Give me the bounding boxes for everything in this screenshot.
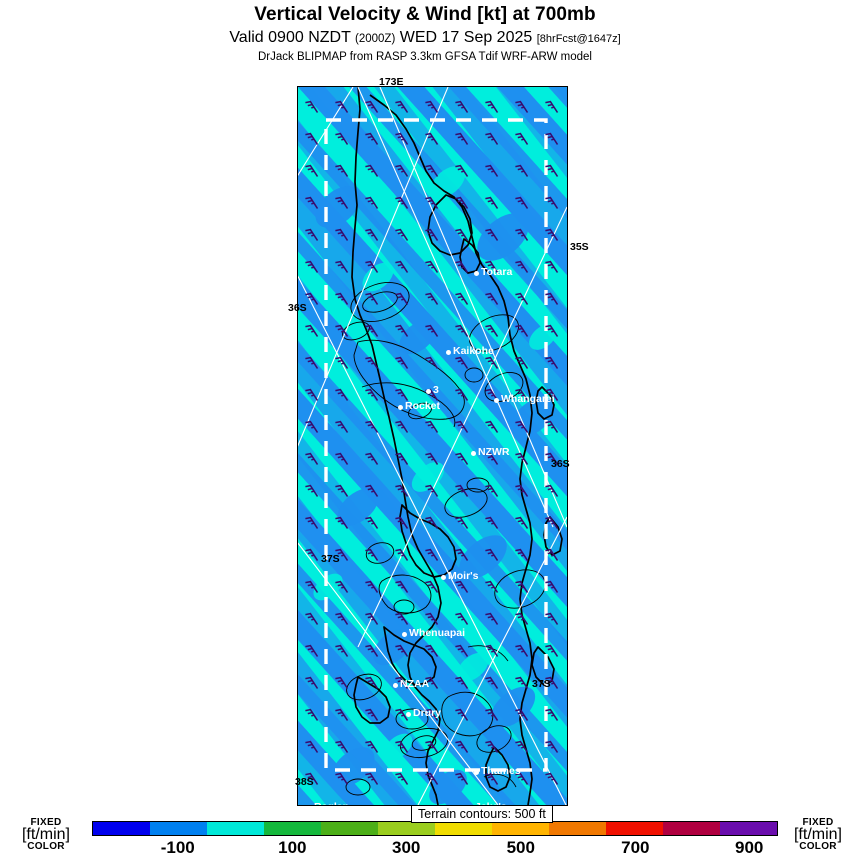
geo-label-36s-west: 36S: [288, 302, 307, 314]
valid-z: (2000Z): [355, 32, 396, 45]
colorbar-tick-300: 300: [392, 838, 421, 857]
color-text-right: COLOR: [799, 841, 837, 852]
colorbar-tick-100: 100: [278, 838, 307, 857]
terrain-contour-note: Terrain contours: 500 ft: [411, 805, 553, 823]
colorbar-segment-4: [321, 822, 378, 835]
colorbar-segment-10: [663, 822, 720, 835]
station-dot: [471, 451, 476, 456]
colorbar-tick-labels: -100 100 300 500 700 900: [92, 838, 778, 860]
coastline: [351, 87, 563, 805]
colorbar-segment-6: [435, 822, 492, 835]
geo-label-37s-east: 37S: [532, 678, 551, 690]
valid-prefix: Valid 0900 NZDT: [229, 28, 351, 46]
fixed-text-right: FIXED: [802, 817, 834, 828]
geo-label-173e: 173E: [379, 76, 404, 88]
station-dot: [406, 712, 411, 717]
unit-text-right: [ft/min]: [793, 826, 842, 843]
station-dot: [441, 575, 446, 580]
colorbar-segment-5: [378, 822, 435, 835]
station-dot: [474, 271, 479, 276]
page-title: Vertical Velocity & Wind [kt] at 700mb: [254, 4, 596, 25]
model-line: DrJack BLIPMAP from RASP 3.3km GFSA Tdif…: [257, 50, 592, 63]
color-text-left: COLOR: [27, 841, 65, 852]
colorbar-tick-500: 500: [506, 838, 535, 857]
colorbar-segment-3: [264, 822, 321, 835]
weather-map[interactable]: Totara Kaikohe 3 Rocket Whangarei NZWR M…: [297, 86, 568, 806]
colorbar-tick--100: -100: [160, 838, 195, 857]
colorbar-segment-9: [606, 822, 663, 835]
station-dot: [494, 398, 499, 403]
units-label-left: FIXED [ft/min] COLOR: [8, 818, 84, 852]
forecast-bracket: [8hrFcst@1647z]: [536, 32, 621, 45]
station-dot: [402, 632, 407, 637]
station-dot: [426, 389, 431, 394]
colorbar-segment-2: [207, 822, 264, 835]
colorbar-legend: -100 100 300 500 700 900: [0, 818, 850, 860]
domain-boundary-box: [324, 118, 548, 772]
station-dot: [398, 405, 403, 410]
colorbar-segment-11: [720, 822, 777, 835]
colorbar-tick-700: 700: [621, 838, 650, 857]
map-canvas: [298, 87, 567, 805]
station-dot: [474, 770, 479, 775]
fixed-text-left: FIXED: [30, 817, 62, 828]
colorbar-tick-900: 900: [735, 838, 764, 857]
geo-label-36s-east: 36S: [551, 458, 570, 470]
station-dot: [393, 683, 398, 688]
geo-label-35s: 35S: [570, 241, 589, 253]
colorbar-segment-1: [150, 822, 207, 835]
terrain-contours: [342, 282, 546, 796]
valid-date: WED 17 Sep 2025: [399, 28, 533, 46]
colorbar-segment-8: [549, 822, 606, 835]
title-block: Vertical Velocity & Wind [kt] at 700mb V…: [0, 0, 850, 63]
units-label-right: FIXED [ft/min] COLOR: [780, 818, 850, 852]
colorbar-strip[interactable]: [92, 821, 778, 836]
valid-time-line: Valid 0900 NZDT (2000Z) WED 17 Sep 2025 …: [0, 28, 850, 49]
colorbar-segment-7: [492, 822, 549, 835]
station-dot: [446, 350, 451, 355]
geo-label-38s: 38S: [295, 776, 314, 788]
geo-label-37s-west: 37S: [321, 553, 340, 565]
colorbar-segment-0: [93, 822, 150, 835]
unit-text-left: [ft/min]: [21, 826, 70, 843]
